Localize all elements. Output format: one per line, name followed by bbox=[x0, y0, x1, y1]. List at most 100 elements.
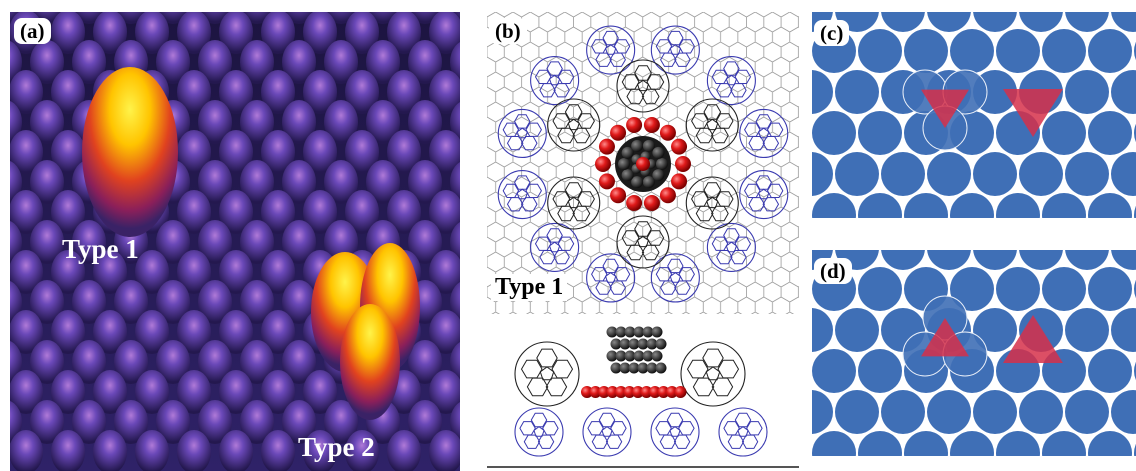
black-atom bbox=[633, 350, 645, 362]
red-atom bbox=[632, 386, 644, 398]
black-atom bbox=[637, 338, 649, 350]
surface-molecule bbox=[408, 160, 442, 204]
surface-molecule bbox=[429, 190, 460, 234]
surface-molecule bbox=[387, 70, 421, 114]
fullerene-cage bbox=[650, 407, 700, 457]
packing-sphere bbox=[950, 193, 994, 218]
red-atom bbox=[626, 194, 643, 211]
fullerene-cage bbox=[739, 169, 789, 220]
sphere-packing-c bbox=[812, 12, 1136, 218]
black-atom bbox=[606, 350, 618, 362]
surface-molecule bbox=[93, 310, 127, 354]
packing-sphere bbox=[1042, 193, 1086, 218]
surface-molecule bbox=[198, 160, 232, 204]
surface-molecule bbox=[198, 40, 232, 84]
black-atom bbox=[624, 326, 636, 338]
surface-molecule bbox=[282, 40, 316, 84]
red-atom bbox=[626, 117, 643, 134]
surface-molecule bbox=[387, 130, 421, 174]
packing-sphere bbox=[927, 390, 971, 434]
surface-molecule bbox=[93, 430, 127, 471]
black-atom bbox=[628, 338, 640, 350]
packing-sphere bbox=[1019, 250, 1063, 270]
fullerene-cage bbox=[586, 25, 636, 75]
packing-sphere bbox=[1088, 431, 1132, 456]
black-atom bbox=[655, 338, 667, 350]
surface-molecule bbox=[177, 190, 211, 234]
surface-molecule bbox=[135, 250, 169, 294]
fullerene-cage bbox=[680, 341, 746, 407]
red-atom bbox=[640, 386, 653, 398]
molecular-model-side-view bbox=[487, 314, 799, 471]
black-atom bbox=[646, 338, 658, 350]
surface-molecule bbox=[177, 250, 211, 294]
surface-molecule bbox=[156, 340, 190, 384]
packing-sphere bbox=[927, 250, 971, 270]
red-atom bbox=[659, 187, 676, 204]
surface-molecule bbox=[30, 160, 64, 204]
packing-sphere bbox=[812, 152, 833, 196]
packing-sphere bbox=[973, 250, 1017, 270]
black-atom bbox=[610, 338, 622, 350]
packing-sphere bbox=[858, 193, 902, 218]
panel-b-type1-label: Type 1 bbox=[491, 274, 568, 301]
surface-molecule bbox=[282, 400, 316, 444]
red-atom bbox=[674, 386, 687, 398]
surface-molecule bbox=[198, 340, 232, 384]
surface-molecule bbox=[429, 370, 460, 414]
surface-molecule bbox=[303, 70, 337, 114]
fullerene-cage bbox=[685, 176, 739, 230]
surface-molecule bbox=[282, 280, 316, 324]
surface-molecule bbox=[156, 220, 190, 264]
surface-molecule bbox=[135, 430, 169, 471]
packing-sphere bbox=[1111, 152, 1136, 196]
surface-molecule bbox=[429, 310, 460, 354]
surface-molecule bbox=[177, 370, 211, 414]
surface-molecule bbox=[219, 310, 253, 354]
fullerene-cage bbox=[547, 98, 601, 152]
surface-molecule bbox=[303, 370, 337, 414]
surface-molecule bbox=[261, 190, 295, 234]
surface-molecule bbox=[408, 400, 442, 444]
surface-molecule bbox=[114, 340, 148, 384]
model-top-svg bbox=[487, 12, 799, 314]
packing-sphere bbox=[812, 431, 856, 456]
surface-molecule bbox=[51, 310, 85, 354]
stm-topography-panel: (a) Type 1 Type 2 bbox=[10, 12, 460, 471]
red-atom bbox=[657, 386, 670, 398]
surface-molecule bbox=[282, 160, 316, 204]
surface-molecule bbox=[324, 400, 358, 444]
surface-molecule bbox=[177, 130, 211, 174]
packing-sphere bbox=[858, 267, 902, 311]
packing-sphere bbox=[1019, 152, 1063, 196]
surface-molecule bbox=[261, 310, 295, 354]
fullerene-cage bbox=[706, 222, 756, 272]
black-atom bbox=[621, 146, 634, 159]
packing-sphere bbox=[996, 193, 1040, 218]
packing-sphere bbox=[812, 70, 833, 114]
packing-sphere bbox=[1088, 193, 1132, 218]
packing-sphere bbox=[881, 152, 925, 196]
surface-molecule bbox=[198, 280, 232, 324]
surface-molecule bbox=[408, 220, 442, 264]
red-atom bbox=[598, 173, 615, 190]
type2-label: Type 2 bbox=[298, 432, 375, 462]
fullerene-cage bbox=[497, 108, 547, 159]
black-atom bbox=[642, 326, 654, 338]
type1-label: Type 1 bbox=[62, 234, 139, 264]
panel-c-tag: (c) bbox=[814, 20, 850, 46]
fullerene-cage bbox=[685, 98, 739, 152]
surface-molecule bbox=[366, 40, 400, 84]
packing-sphere bbox=[812, 349, 856, 393]
black-atom bbox=[642, 350, 654, 362]
surface-molecule bbox=[324, 160, 358, 204]
packing-sphere bbox=[858, 29, 902, 73]
packing-sphere bbox=[812, 193, 856, 218]
packing-sphere bbox=[1111, 12, 1136, 32]
surface-molecule bbox=[51, 12, 85, 54]
surface-molecule bbox=[51, 130, 85, 174]
red-atom bbox=[598, 138, 615, 155]
black-atom bbox=[637, 362, 649, 374]
surface-molecule bbox=[429, 12, 460, 54]
packing-sphere bbox=[1088, 29, 1132, 73]
